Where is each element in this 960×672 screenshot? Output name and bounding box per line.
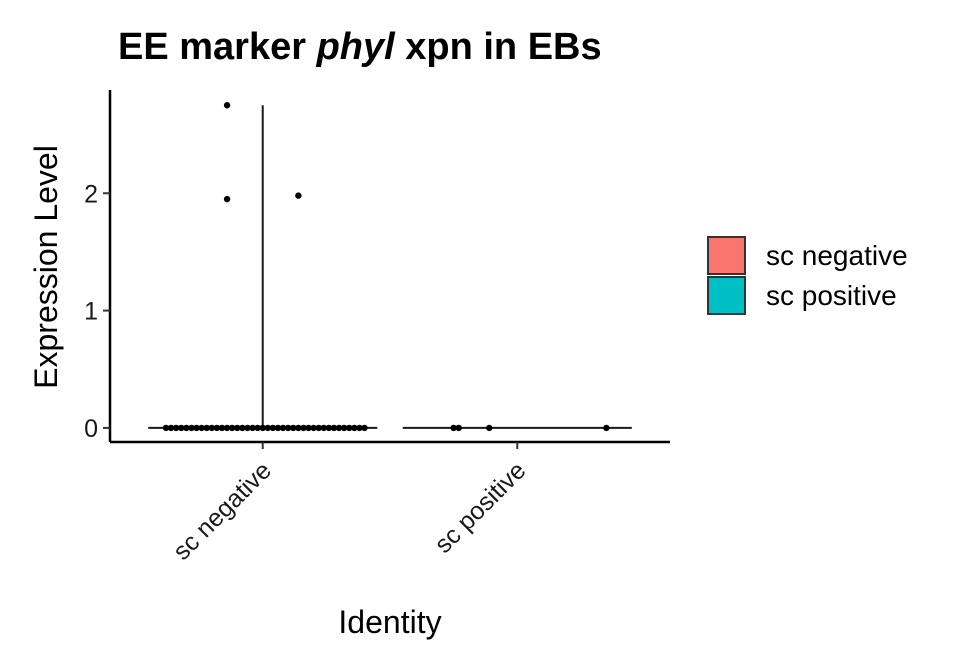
legend: sc negative sc positive: [707, 236, 908, 315]
legend-swatch-1: [707, 236, 746, 275]
data-point-1-33: [310, 424, 317, 432]
data-point-1-22: [254, 424, 261, 432]
data-point-1-3: [295, 192, 302, 199]
data-point-1-36: [325, 424, 333, 432]
data-point-1-8: [183, 424, 190, 432]
data-point-2-2: [455, 424, 462, 432]
data-point-1-14: [213, 424, 221, 432]
data-point-1-7: [178, 424, 185, 432]
legend-swatch-2: [707, 276, 746, 315]
data-point-1-15: [218, 424, 226, 432]
data-point-1-2: [223, 195, 231, 203]
data-point-1-13: [208, 424, 216, 432]
y-axis-title: Expression Level: [28, 145, 64, 389]
data-point-1-28: [284, 424, 292, 432]
data-point-1-4: [162, 424, 170, 432]
data-point-1-11: [198, 424, 205, 432]
chart-title: EE marker phyl xpn in EBs: [118, 26, 602, 69]
data-point-1-25: [269, 424, 277, 432]
data-point-1-35: [320, 424, 328, 432]
data-point-1-32: [305, 424, 312, 432]
data-point-1-31: [300, 424, 307, 432]
data-point-1-16: [223, 424, 231, 432]
y-tick-label-0: 0: [84, 415, 98, 443]
data-point-1-40: [346, 424, 353, 432]
data-point-1-6: [172, 424, 180, 432]
chart-title-pre: EE marker: [118, 26, 317, 68]
data-point-1-42: [356, 424, 363, 432]
y-tick-label-2: 2: [84, 180, 98, 208]
data-point-1-1: [223, 102, 231, 109]
data-point-1-18: [234, 424, 241, 432]
data-point-1-19: [239, 424, 246, 432]
chart-title-gene: phyl: [316, 26, 395, 68]
data-point-1-9: [188, 424, 195, 432]
data-point-1-34: [315, 424, 322, 432]
data-point-1-17: [228, 424, 236, 432]
legend-label-1: sc negative: [766, 240, 908, 271]
x-tick-label-1: sc negative: [168, 456, 277, 565]
data-point-1-12: [203, 424, 210, 432]
chart-title-post: xpn in EBs: [394, 26, 602, 68]
data-point-1-41: [351, 424, 358, 432]
data-point-1-30: [295, 424, 302, 432]
data-point-1-5: [167, 424, 175, 432]
data-point-1-20: [244, 424, 251, 432]
y-tick-label-1: 1: [84, 298, 98, 326]
x-tick-label-2: sc positive: [429, 456, 531, 558]
data-point-1-37: [330, 424, 338, 432]
axes: 0 1 2 sc negative sc positive: [84, 90, 670, 566]
data-point-1-26: [274, 424, 282, 432]
data-point-1-38: [335, 424, 343, 432]
data-point-2-3: [486, 424, 493, 432]
data-point-2-1: [450, 424, 457, 432]
data-point-1-43: [361, 424, 368, 432]
data-point-2-4: [603, 424, 610, 432]
data-point-1-24: [264, 424, 272, 432]
data-point-1-39: [340, 424, 348, 432]
x-axis-title: Identity: [338, 604, 441, 640]
data-point-1-21: [249, 424, 256, 432]
data-point-1-29: [290, 424, 297, 432]
legend-label-2: sc positive: [766, 280, 897, 311]
data-point-1-27: [279, 424, 287, 432]
data-point-1-10: [193, 424, 200, 432]
plot-area: [148, 102, 632, 432]
data-point-1-23: [259, 424, 266, 432]
